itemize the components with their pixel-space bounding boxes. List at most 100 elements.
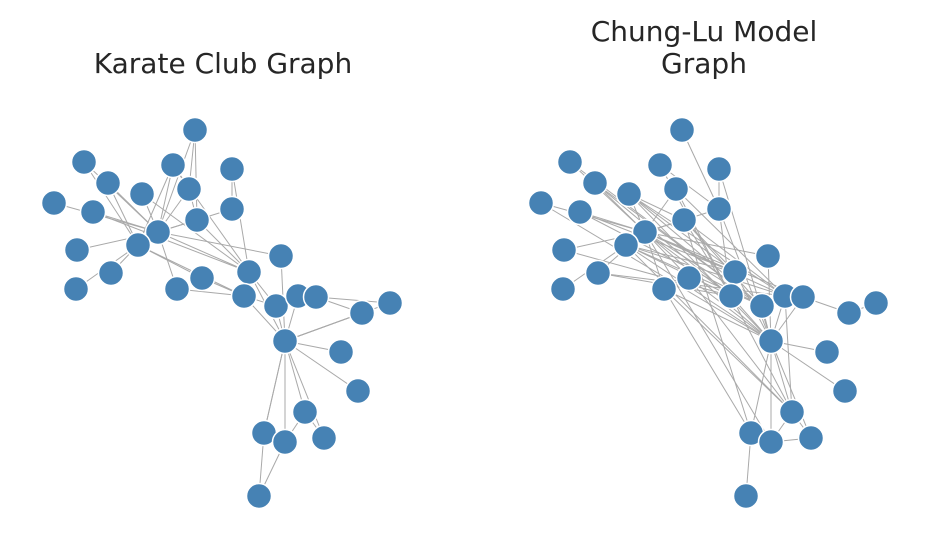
karate-node [271,327,299,355]
karate-edge [92,211,250,273]
chung-lu-node [757,428,785,456]
karate-node [245,482,273,510]
chung-lu-edge [563,249,732,297]
chung-lu-node [668,116,696,144]
karate-node [97,259,125,287]
chung-lu-node [527,189,555,217]
chung-lu-edge [540,202,772,342]
chung-lu-node [748,292,776,320]
chung-lu-node [646,151,674,179]
chung-lu-node [813,338,841,366]
chung-lu-edge [579,211,736,273]
karate-node [262,292,290,320]
chung-lu-edge [625,244,772,342]
chung-lu-edge [644,231,772,443]
chung-lu-edge [625,244,786,297]
karate-edge [157,231,282,257]
karate-node [79,198,107,226]
chung-lu-edge [628,193,786,297]
chung-lu-title: Chung-Lu Model Graph [520,16,888,80]
chung-lu-title-line-2: Graph [661,47,747,80]
chung-lu-node [662,175,690,203]
chung-lu-nodes [527,116,890,510]
karate-node [40,189,68,217]
chung-lu-node [581,169,609,197]
chung-lu-edge [628,193,772,342]
karate-node [348,299,376,327]
karate-node [62,275,90,303]
karate-edge [231,168,250,273]
chung-lu-title-line-1: Chung-Lu Model [590,15,818,48]
karate-node [159,151,187,179]
chung-lu-edge [770,340,846,392]
karate-node [70,148,98,176]
karate-node [230,282,258,310]
chung-lu-node [757,327,785,355]
chung-lu-node [550,236,578,264]
chung-lu-node [612,231,640,259]
chung-lu-node [566,198,594,226]
karate-node [235,258,263,286]
chung-lu-node [705,195,733,223]
chung-lu-edge [663,288,752,434]
karate-node [128,180,156,208]
chung-lu-node [797,424,825,452]
karate-club-title-line-1: Karate Club Graph [93,47,353,80]
karate-club-title: Karate Club Graph [40,48,406,80]
chung-lu-edge [683,219,786,297]
karate-node [310,424,338,452]
chung-lu-node [754,242,782,270]
karate-node [218,195,246,223]
chung-lu-node [789,283,817,311]
karate-edge [194,129,198,221]
chung-lu-edge [683,219,732,297]
karate-node [63,236,91,264]
chung-lu-edge [681,129,720,210]
chung-lu-node [584,259,612,287]
karate-node [327,338,355,366]
chung-lu-node [705,155,733,183]
chung-lu-network [527,116,890,510]
karate-node [188,264,216,292]
karate-node [181,116,209,144]
chung-lu-node [615,180,643,208]
karate-node [218,155,246,183]
chung-lu-node [631,218,659,246]
karate-node [267,242,295,270]
karate-node [302,283,330,311]
karate-node [291,398,319,426]
chung-lu-edge [675,188,786,297]
karate-edge [157,231,250,273]
karate-node [94,169,122,197]
chung-lu-node [717,282,745,310]
chung-lu-node [778,398,806,426]
chung-lu-node [675,264,703,292]
chung-lu-edge [784,295,793,413]
chung-lu-node [721,258,749,286]
chung-lu-edge [594,182,732,297]
karate-node [144,218,172,246]
chung-lu-node [556,148,584,176]
karate-node [163,275,191,303]
karate-node [175,175,203,203]
karate-edge [137,164,174,246]
karate-edge [83,161,139,246]
karate-node [271,428,299,456]
chung-lu-edge [688,277,793,413]
chung-lu-node [670,206,698,234]
chung-lu-edge [625,244,793,413]
chung-lu-node [732,482,760,510]
karate-edge [263,340,286,434]
chung-lu-edge [644,231,769,257]
chung-lu-node [862,289,890,317]
chung-lu-node [650,275,678,303]
karate-node [183,206,211,234]
karate-club-network [40,116,404,510]
karate-edge [157,129,196,233]
chung-lu-edge [730,295,793,413]
karate-nodes [40,116,404,510]
karate-node [376,289,404,317]
karate-edge [284,340,359,392]
karate-edge [137,244,245,297]
